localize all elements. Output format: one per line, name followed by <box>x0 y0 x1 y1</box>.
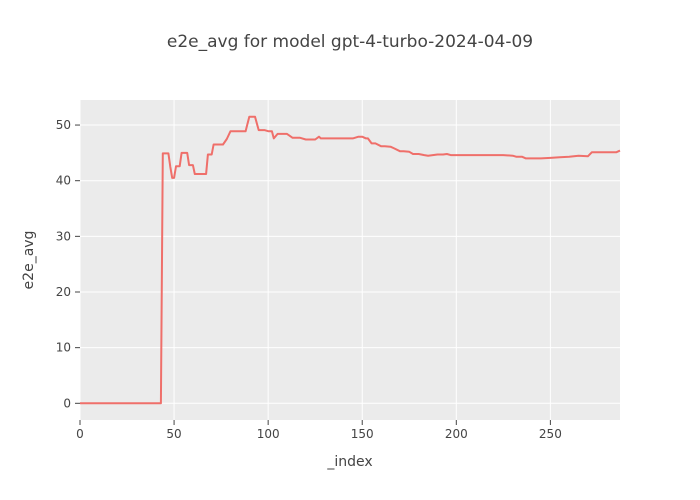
x-tick-label: 200 <box>445 427 468 441</box>
y-tick-label: 10 <box>56 341 71 355</box>
y-tick-label: 50 <box>56 118 71 132</box>
x-tick-label: 100 <box>257 427 280 441</box>
plot-background <box>80 100 620 420</box>
x-axis-label: _index <box>327 454 373 470</box>
y-axis-label: e2e_avg <box>21 230 37 290</box>
y-tick-label: 20 <box>56 285 71 299</box>
x-tick-label: 0 <box>76 427 84 441</box>
y-tick-label: 40 <box>56 174 71 188</box>
y-tick-label: 0 <box>63 396 71 410</box>
x-tick-label: 250 <box>539 427 562 441</box>
y-tick-label: 30 <box>56 229 71 243</box>
x-tick-label: 150 <box>351 427 374 441</box>
chart-title: e2e_avg for model gpt-4-turbo-2024-04-09 <box>166 32 534 52</box>
series-line <box>80 115 621 405</box>
x-tick-label: 50 <box>166 427 181 441</box>
